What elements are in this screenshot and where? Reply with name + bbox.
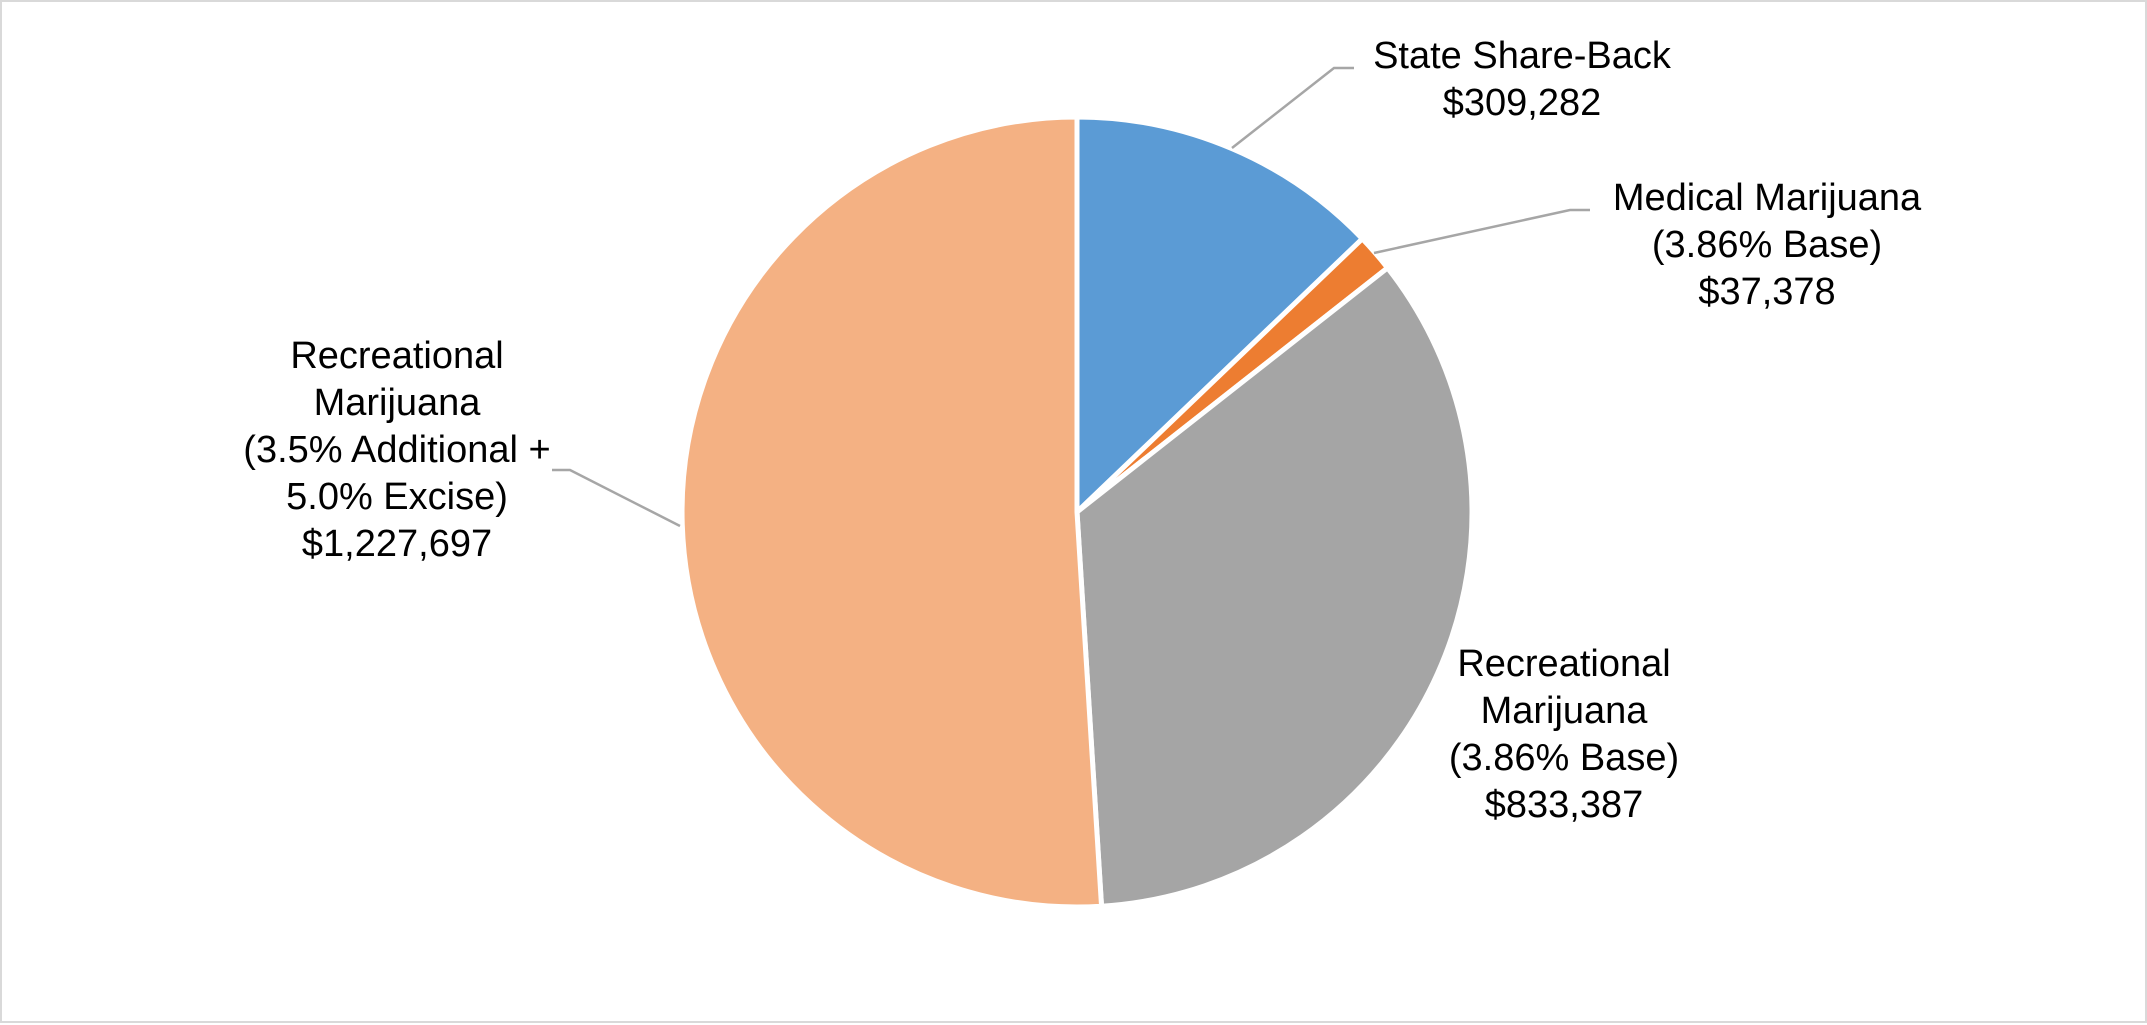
data-label-line: $1,227,697: [302, 523, 492, 565]
data-label-line: Marijuana: [1481, 690, 1649, 732]
data-label-line: $833,387: [1485, 784, 1644, 826]
data-label-line: (3.86% Base): [1652, 224, 1882, 266]
pie-slice-recreational-additional-excise: [679, 114, 1105, 910]
data-label-state-share-back: State Share-Back $309,282: [1373, 35, 1672, 124]
data-label-line: (3.5% Additional +: [243, 429, 550, 471]
data-label-medical-marijuana: Medical Marijuana (3.86% Base) $37,378: [1613, 177, 1922, 313]
data-label-line: State Share-Back: [1373, 35, 1672, 77]
data-label-line: Recreational: [290, 335, 503, 377]
data-label-line: 5.0% Excise): [286, 476, 508, 518]
pie-slice-state-share-back: [1074, 114, 1365, 515]
leader-line-recreational-additional-excise: [552, 468, 681, 528]
leader-line-medical-marijuana: [1373, 208, 1590, 255]
data-label-line: $37,378: [1698, 271, 1835, 313]
data-label-recreational-additional-excise: Recreational Marijuana (3.5% Additional + 5…: [243, 335, 550, 565]
data-label-line: (3.86% Base): [1449, 737, 1679, 779]
data-label-line: Recreational: [1457, 643, 1670, 685]
pie-slice-recreational-base: [1074, 265, 1475, 909]
labels-layer: State Share-Back $309,282 Medical Marijuan…: [243, 35, 1922, 826]
leader-lines-layer: [552, 66, 1590, 528]
data-label-recreational-base: Recreational Marijuana (3.86% Base) $833,38…: [1449, 643, 1679, 826]
leader-line-state-share-back: [1231, 66, 1354, 149]
slices-layer: [679, 114, 1475, 910]
data-label-line: Marijuana: [314, 382, 482, 424]
data-label-line: Medical Marijuana: [1613, 177, 1922, 219]
data-label-line: $309,282: [1443, 82, 1602, 124]
